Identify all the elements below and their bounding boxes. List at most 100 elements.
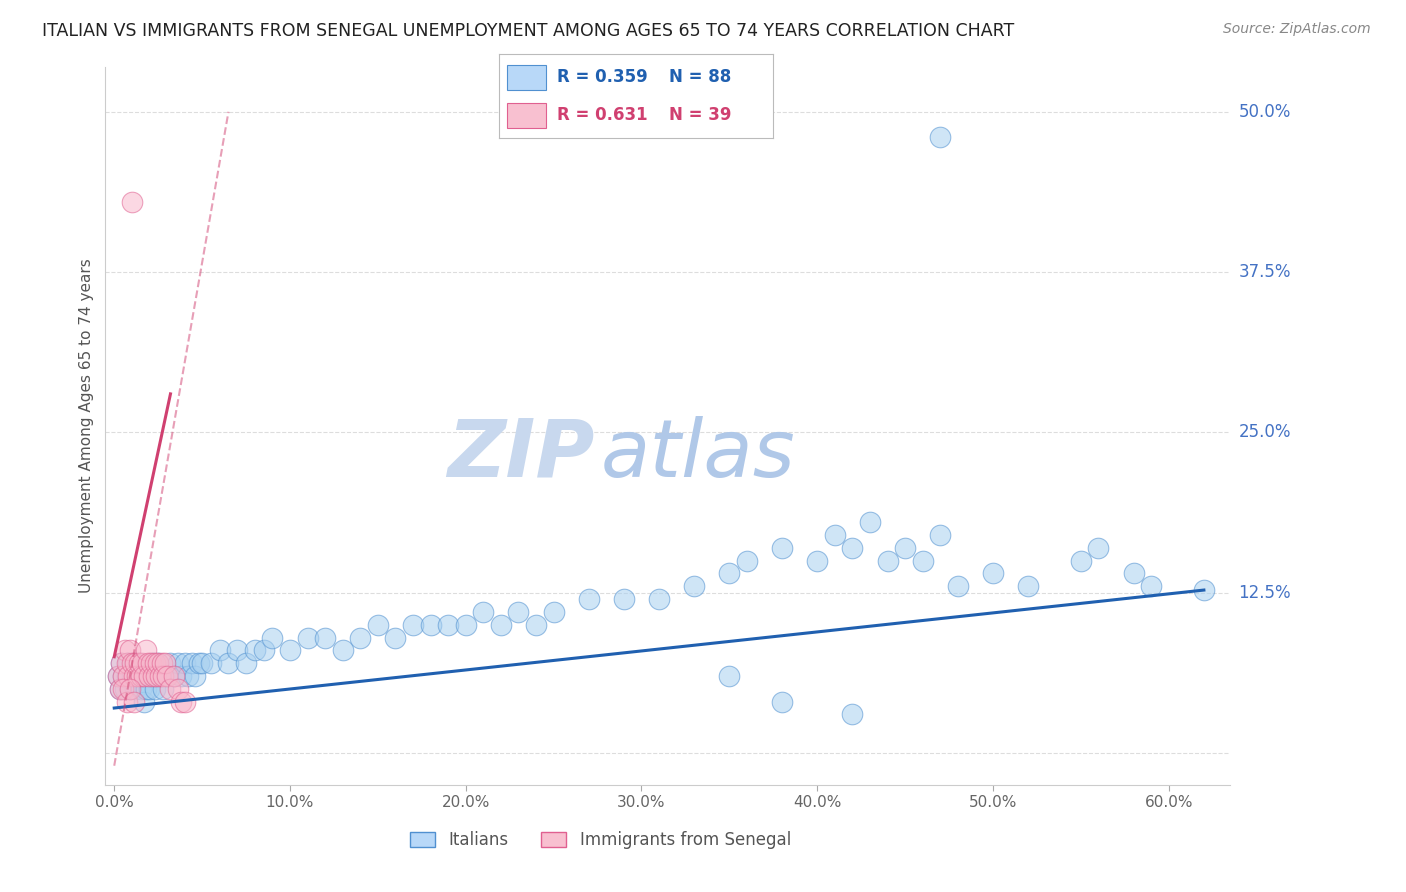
Point <box>278 643 301 657</box>
Point <box>367 617 389 632</box>
Point <box>138 669 160 683</box>
Point <box>859 515 882 529</box>
Point <box>384 631 406 645</box>
Point <box>143 656 166 670</box>
Point <box>120 681 141 696</box>
Legend: Italians, Immigrants from Senegal: Italians, Immigrants from Senegal <box>404 824 797 855</box>
Point <box>253 643 276 657</box>
Point <box>152 669 174 683</box>
Point <box>180 656 202 670</box>
Text: 12.5%: 12.5% <box>1239 583 1291 601</box>
Point <box>200 656 222 670</box>
Text: Source: ZipAtlas.com: Source: ZipAtlas.com <box>1223 22 1371 37</box>
Point <box>524 617 547 632</box>
Text: ITALIAN VS IMMIGRANTS FROM SENEGAL UNEMPLOYMENT AMONG AGES 65 TO 74 YEARS CORREL: ITALIAN VS IMMIGRANTS FROM SENEGAL UNEMP… <box>42 22 1015 40</box>
Point <box>117 656 139 670</box>
Point <box>128 656 150 670</box>
Text: ZIP: ZIP <box>447 416 595 493</box>
Point <box>156 669 179 683</box>
Text: 37.5%: 37.5% <box>1239 263 1291 281</box>
Point <box>121 656 143 670</box>
Point <box>187 656 209 670</box>
Point <box>132 695 156 709</box>
Text: atlas: atlas <box>600 416 796 493</box>
Point <box>349 631 371 645</box>
Bar <box>508 64 546 90</box>
Point <box>110 656 132 670</box>
Point <box>402 617 425 632</box>
Text: R = 0.631: R = 0.631 <box>557 106 647 124</box>
Point <box>129 681 152 696</box>
Point <box>981 566 1004 581</box>
Point <box>929 130 952 145</box>
Point <box>1017 579 1039 593</box>
Point <box>184 669 207 683</box>
Point <box>128 656 150 670</box>
Text: 25.0%: 25.0% <box>1239 424 1291 442</box>
Point <box>150 656 173 670</box>
Point <box>243 643 266 657</box>
Point <box>115 656 138 670</box>
Point <box>314 631 336 645</box>
Point <box>208 643 231 657</box>
Point <box>159 656 181 670</box>
Point <box>129 669 152 683</box>
Text: R = 0.359: R = 0.359 <box>557 69 647 87</box>
Point <box>141 656 162 670</box>
Bar <box>508 103 546 128</box>
Point <box>163 669 186 683</box>
Y-axis label: Unemployment Among Ages 65 to 74 years: Unemployment Among Ages 65 to 74 years <box>79 259 94 593</box>
Point <box>1122 566 1144 581</box>
Point <box>163 669 186 683</box>
Point <box>613 592 636 607</box>
Point <box>149 669 172 683</box>
Point <box>419 617 441 632</box>
Point <box>824 528 846 542</box>
Point <box>217 656 239 670</box>
Point <box>148 656 170 670</box>
Point <box>489 617 512 632</box>
Point <box>1087 541 1109 555</box>
Point <box>115 695 138 709</box>
Point <box>235 656 257 670</box>
Point <box>114 643 136 657</box>
Point <box>841 541 863 555</box>
Point <box>1140 579 1163 593</box>
Point <box>894 541 917 555</box>
Point <box>770 695 793 709</box>
Point <box>876 553 898 567</box>
Point <box>735 553 758 567</box>
Point <box>138 681 160 696</box>
Point <box>648 592 671 607</box>
Point <box>111 681 135 696</box>
Point <box>173 695 195 709</box>
Point <box>806 553 828 567</box>
Point <box>117 669 139 683</box>
Point <box>122 695 145 709</box>
Point <box>127 669 149 683</box>
Point <box>170 695 193 709</box>
Point <box>437 617 460 632</box>
Point <box>108 681 131 696</box>
Point <box>145 669 167 683</box>
Point <box>149 669 172 683</box>
Point <box>166 656 188 670</box>
Point <box>127 669 149 683</box>
Point <box>718 566 741 581</box>
Point <box>159 681 181 696</box>
Point <box>121 194 143 209</box>
Point <box>122 669 145 683</box>
Point <box>120 681 141 696</box>
Point <box>114 681 136 696</box>
Point <box>929 528 952 542</box>
Point <box>120 643 141 657</box>
Point <box>136 656 159 670</box>
Point <box>121 669 143 683</box>
Point <box>472 605 495 619</box>
Point <box>683 579 706 593</box>
Point <box>170 669 193 683</box>
Point <box>131 656 153 670</box>
Point <box>124 656 146 670</box>
Text: N = 39: N = 39 <box>669 106 731 124</box>
Point <box>718 669 741 683</box>
